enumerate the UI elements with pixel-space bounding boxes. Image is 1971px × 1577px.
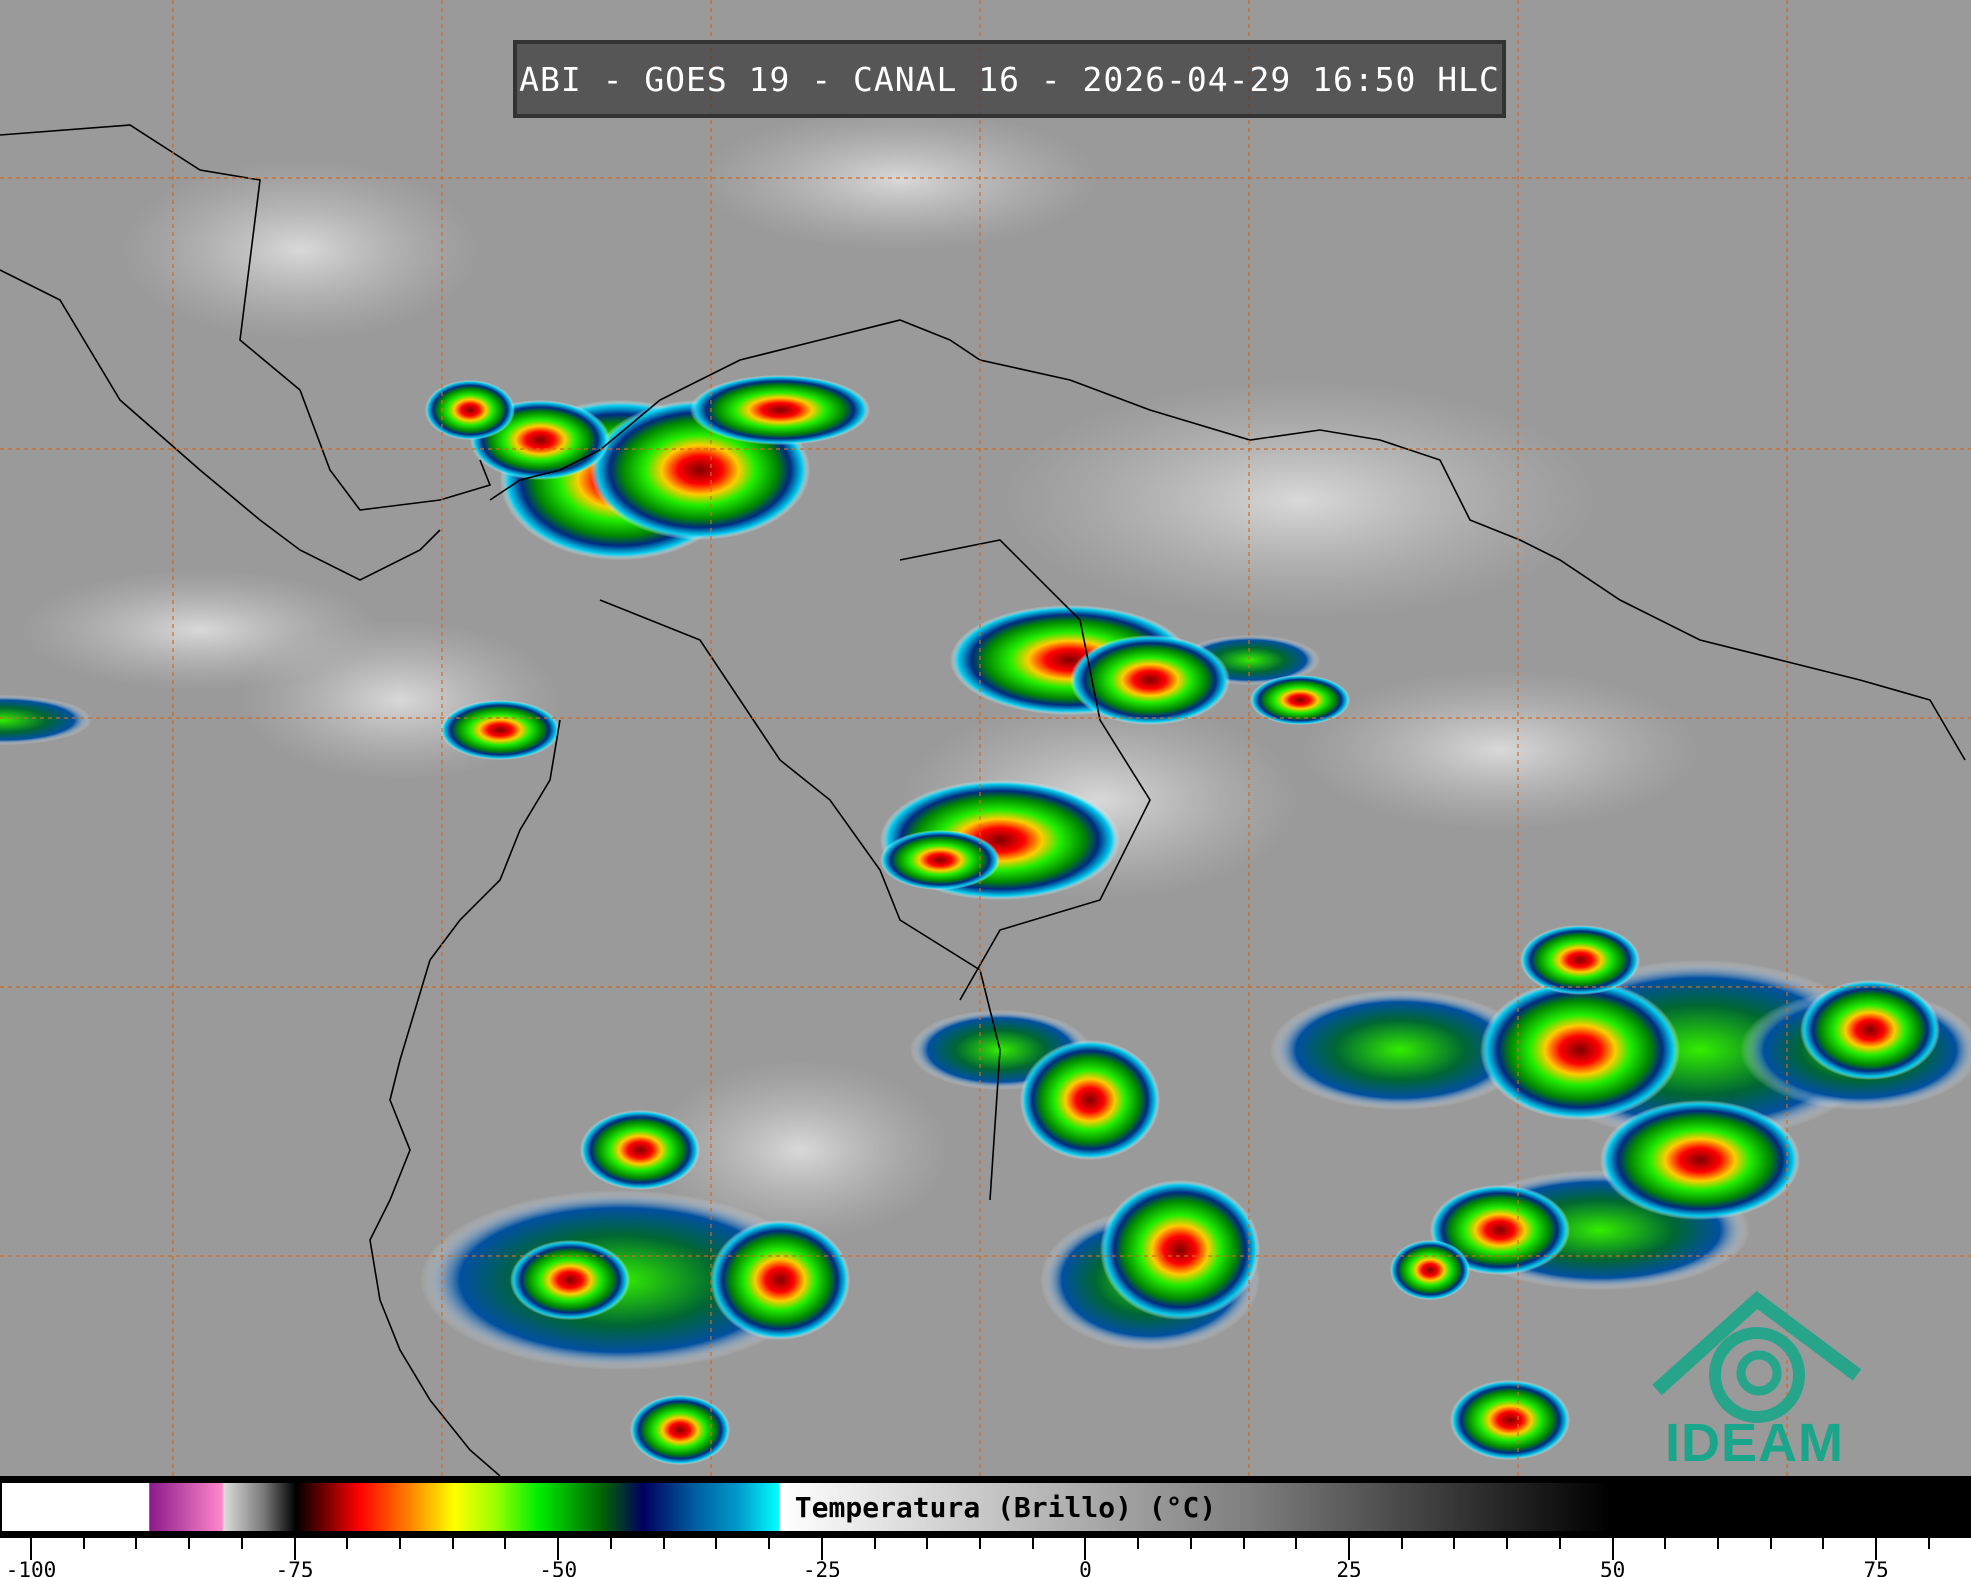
ideam-logo [1647, 1255, 1872, 1470]
cloud-area [650, 1060, 950, 1240]
major-tick [293, 1538, 296, 1560]
minor-tick [1031, 1538, 1034, 1549]
convective-area [0, 695, 92, 745]
colorbar-label: Temperatura (Brillo) (°C) [794, 1490, 1217, 1524]
minor-tick [188, 1538, 191, 1549]
minor-tick [1558, 1538, 1561, 1549]
minor-tick [1242, 1538, 1245, 1549]
colorbar-axis: -100 -75 -50 -25 0 25 50 75 [0, 1538, 1971, 1577]
cloud-area [1300, 670, 1700, 830]
minor-tick [1189, 1538, 1192, 1549]
cloud-area [1000, 380, 1600, 620]
tick-label: -50 [539, 1558, 578, 1577]
major-tick [820, 1538, 823, 1560]
cloud-area [20, 570, 380, 690]
storm-cell [880, 830, 1000, 890]
storm-cell [1390, 1240, 1470, 1300]
storm-cell [1020, 1040, 1160, 1160]
minor-tick [504, 1538, 507, 1549]
minor-tick [1717, 1538, 1720, 1549]
minor-tick [240, 1538, 243, 1549]
tick-label: -75 [275, 1558, 314, 1577]
map-canvas [0, 0, 1971, 1476]
minor-tick [82, 1538, 85, 1549]
storm-cell [580, 1110, 700, 1190]
minor-tick [451, 1538, 454, 1549]
minor-tick [1822, 1538, 1825, 1549]
colorbar-gradient [2, 1483, 1969, 1531]
title-banner: ABI - GOES 19 - CANAL 16 - 2026-04-29 16… [513, 40, 1506, 118]
coastline [489, 319, 1966, 761]
storm-cell [510, 1240, 630, 1320]
storm-cell [1100, 1180, 1260, 1320]
coastline [599, 599, 1001, 1201]
major-tick [1348, 1538, 1350, 1560]
cloud-area [700, 110, 1100, 250]
tick-label: -100 [5, 1558, 57, 1577]
coastline [369, 719, 561, 1476]
coastline [899, 539, 1151, 1001]
major-tick [557, 1538, 560, 1560]
minor-tick [1137, 1538, 1140, 1549]
storm-cell [1430, 1185, 1570, 1275]
storm-cell [1800, 980, 1940, 1080]
satellite-map [0, 0, 1971, 1476]
minor-tick [768, 1538, 771, 1549]
minor-tick [135, 1538, 138, 1549]
convective-area [1270, 990, 1530, 1110]
storm-cell [1600, 1100, 1800, 1220]
minor-tick [1769, 1538, 1772, 1549]
storm-cell [1520, 925, 1640, 995]
storm-cell [1070, 635, 1230, 725]
minor-tick [978, 1538, 981, 1549]
minor-tick [1506, 1538, 1509, 1549]
storm-cell [440, 700, 560, 760]
minor-tick [1400, 1538, 1403, 1549]
minor-tick [609, 1538, 612, 1549]
tick-label: 0 [1079, 1558, 1092, 1577]
major-tick [1875, 1538, 1878, 1560]
minor-tick [926, 1538, 929, 1549]
storm-cell [690, 375, 870, 445]
minor-tick [1664, 1538, 1667, 1549]
storm-cell [1250, 675, 1350, 725]
tick-label: 50 [1599, 1558, 1626, 1577]
cloud-area [120, 160, 480, 340]
storm-cell [710, 1220, 850, 1340]
minor-tick [1295, 1538, 1298, 1549]
tick-label: 75 [1863, 1558, 1889, 1577]
tick-label: -25 [802, 1558, 841, 1577]
minor-tick [662, 1538, 665, 1549]
storm-cell [630, 1395, 730, 1465]
coastline [0, 269, 441, 581]
colorbar: Temperatura (Brillo) (°C) [0, 1476, 1971, 1538]
minor-tick [715, 1538, 718, 1549]
major-tick [30, 1538, 32, 1560]
storm-cell [1480, 980, 1680, 1120]
logo-text: IDEAM [1665, 1413, 1844, 1473]
minor-tick [873, 1538, 876, 1549]
storm-cell [1450, 1380, 1570, 1460]
tick-label: 25 [1336, 1558, 1362, 1577]
storm-cell [425, 380, 515, 440]
colorbar-title: Temperatura (Brillo) (°C) [0, 1483, 1971, 1531]
image-title: ABI - GOES 19 - CANAL 16 - 2026-04-29 16… [519, 59, 1500, 99]
coastline [0, 124, 492, 511]
minor-tick [346, 1538, 349, 1549]
minor-tick [399, 1538, 402, 1549]
minor-tick [1927, 1538, 1930, 1549]
minor-tick [1453, 1538, 1456, 1549]
major-tick [1611, 1538, 1614, 1560]
major-tick [1084, 1538, 1087, 1560]
